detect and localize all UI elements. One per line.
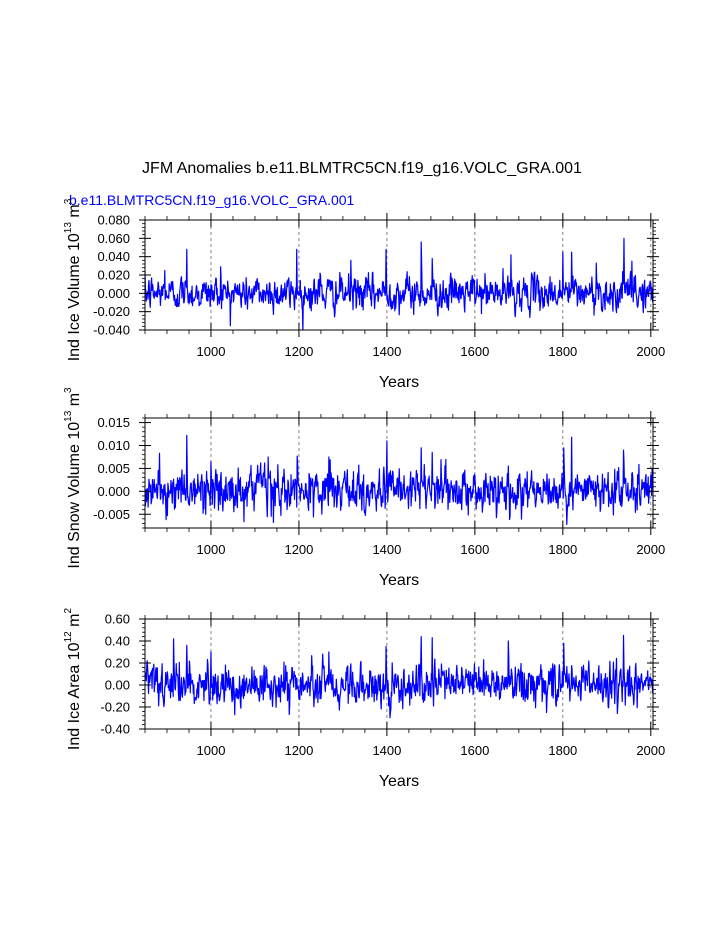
y-tick-label-0.020: 0.020 bbox=[97, 268, 130, 283]
x-tick-label-1600: 1600 bbox=[460, 743, 489, 758]
x-tick-label-1800: 1800 bbox=[548, 743, 577, 758]
x-tick-label-1400: 1400 bbox=[372, 344, 401, 359]
x-axis-label: Years bbox=[379, 773, 419, 790]
y-axis-label-unit-exponent: 3 bbox=[63, 387, 74, 393]
x-tick-label-1400: 1400 bbox=[372, 743, 401, 758]
y-tick-label-0.20: 0.20 bbox=[105, 656, 130, 671]
y-tick-label-0.40: 0.40 bbox=[105, 634, 130, 649]
y-tick-label-0.000: 0.000 bbox=[97, 484, 130, 499]
panels: 1000 1200 1400 1600 1800 2000 -0.040 -0.020 0.00… bbox=[63, 198, 665, 790]
x-tick-label-1000: 1000 bbox=[197, 344, 226, 359]
figure-title: JFM Anomalies b.e11.BLMTRC5CN.f19_g16.VO… bbox=[142, 160, 582, 177]
y-axis-label-unit-exponent: 3 bbox=[63, 198, 74, 204]
y-tick-label-0.00: 0.00 bbox=[105, 678, 130, 693]
x-tick-label-2000: 2000 bbox=[636, 743, 665, 758]
x-axis-label: Years bbox=[379, 572, 419, 589]
y-tick-label-0.080: 0.080 bbox=[97, 213, 130, 228]
y-tick-label-0.040: 0.040 bbox=[97, 249, 130, 264]
panel-3: 1000 1200 1400 1600 1800 2000 -0.40 -0.20 0.00 0.… bbox=[63, 608, 665, 790]
series-line-1 bbox=[145, 634, 653, 719]
y-axis-label-text: Ind Snow Volume 10 bbox=[66, 422, 83, 569]
x-tick-label-1000: 1000 bbox=[197, 542, 226, 557]
x-tick-label-2000: 2000 bbox=[636, 344, 665, 359]
y-tick-label-0.060: 0.060 bbox=[97, 231, 130, 246]
x-tick-label-1200: 1200 bbox=[284, 542, 313, 557]
y-tick-label--0.005: -0.005 bbox=[93, 507, 130, 522]
x-tick-label-1200: 1200 bbox=[284, 743, 313, 758]
y-axis-label: Ind Snow Volume 1013 m3 bbox=[63, 387, 83, 569]
y-axis-label-text: Ind Ice Area 10 bbox=[66, 642, 83, 750]
y-tick-label-0.015: 0.015 bbox=[97, 415, 130, 430]
y-axis-label-unit: m bbox=[66, 393, 83, 411]
series-line-1 bbox=[145, 434, 653, 526]
figure-subtitle: b.e11.BLMTRC5CN.f19_g16.VOLC_GRA.001 bbox=[69, 192, 355, 208]
x-tick-label-1000: 1000 bbox=[197, 743, 226, 758]
plot-frame bbox=[144, 618, 654, 730]
y-axis-label-exponent: 12 bbox=[63, 631, 74, 643]
y-tick-label--0.040: -0.040 bbox=[93, 323, 130, 338]
x-tick-label-1400: 1400 bbox=[372, 542, 401, 557]
y-tick-label-0.60: 0.60 bbox=[105, 612, 130, 627]
panel-2: 1000 1200 1400 1600 1800 2000 -0.005 0.000 0.005… bbox=[63, 387, 665, 589]
x-tick-label-1800: 1800 bbox=[548, 542, 577, 557]
x-tick-label-1600: 1600 bbox=[460, 344, 489, 359]
x-tick-label-1800: 1800 bbox=[548, 344, 577, 359]
series-line-1 bbox=[145, 237, 653, 330]
x-tick-label-1600: 1600 bbox=[460, 542, 489, 557]
x-tick-label-1200: 1200 bbox=[284, 344, 313, 359]
y-axis-label-unit: m bbox=[66, 204, 83, 222]
y-axis-label-text: Ind Ice Volume 10 bbox=[66, 233, 83, 361]
y-axis-label-unit: m bbox=[66, 614, 83, 632]
panel-1: 1000 1200 1400 1600 1800 2000 -0.040 -0.020 0.00… bbox=[63, 198, 665, 391]
y-tick-label-0.005: 0.005 bbox=[97, 461, 130, 476]
x-tick-label-2000: 2000 bbox=[636, 542, 665, 557]
y-tick-label--0.020: -0.020 bbox=[93, 304, 130, 319]
y-axis-label: Ind Ice Area 1012 m2 bbox=[63, 608, 83, 751]
y-axis-label-exponent: 13 bbox=[63, 222, 74, 234]
x-axis-label: Years bbox=[379, 374, 419, 391]
y-tick-label-0.010: 0.010 bbox=[97, 438, 130, 453]
y-tick-label--0.40: -0.40 bbox=[100, 722, 130, 737]
y-axis-label-exponent: 13 bbox=[63, 410, 74, 422]
y-axis-label-unit-exponent: 2 bbox=[63, 608, 74, 614]
y-axis-label: Ind Ice Volume 1013 m3 bbox=[63, 198, 83, 361]
y-tick-label--0.20: -0.20 bbox=[100, 700, 130, 715]
y-tick-label-0.000: 0.000 bbox=[97, 286, 130, 301]
